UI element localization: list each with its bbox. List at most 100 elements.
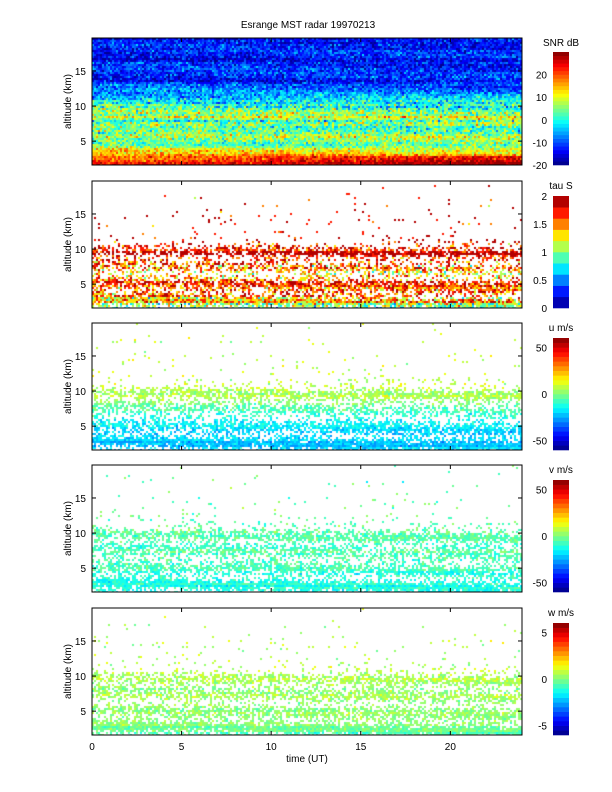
colorbar-segment <box>553 218 569 230</box>
colorbar-tick-label: 0.5 <box>533 276 547 287</box>
colorbar-u: u m/s -50 0 50 <box>533 323 573 451</box>
colorbar-segment <box>553 108 569 113</box>
colorbar-segment <box>553 679 569 684</box>
x-tick-label: 0 <box>89 742 95 753</box>
colorbar-tick-label: 0 <box>541 675 547 686</box>
colorbar-segment <box>553 637 569 642</box>
heatmap-v <box>92 465 522 592</box>
colorbar-segment <box>553 693 569 698</box>
colorbar-label: u m/s <box>549 323 573 334</box>
colorbar-segment <box>553 573 569 579</box>
axes-frame <box>91 180 523 309</box>
colorbar-segment <box>553 641 569 647</box>
colorbar-segment <box>553 127 569 132</box>
colorbar-segment <box>553 445 569 451</box>
colorbar-segment <box>553 517 569 523</box>
colorbar-segment <box>553 436 569 441</box>
colorbar-tick-label: -50 <box>533 437 548 448</box>
colorbar-tick-label: 2 <box>541 192 547 203</box>
colorbar-segment <box>553 104 569 109</box>
colorbar-segment <box>553 67 569 72</box>
colorbar-segment <box>553 578 569 583</box>
colorbar-segment <box>553 112 569 117</box>
colorbar-segment <box>553 545 569 551</box>
y-tick-label: 5 <box>80 422 86 433</box>
colorbar-segment <box>553 352 569 357</box>
colorbar-segment <box>553 74 569 79</box>
colorbar-segment <box>553 531 569 537</box>
colorbar-segment <box>553 536 569 541</box>
y-tick-label: 10 <box>75 387 87 398</box>
colorbar-segment <box>553 342 569 348</box>
y-tick-label: 5 <box>80 564 86 575</box>
colorbar-segment <box>553 494 569 499</box>
colorbar-segment <box>553 55 569 60</box>
colorbar-segment <box>553 540 569 546</box>
colorbar-segment <box>553 632 569 638</box>
colorbar-segment <box>553 116 569 121</box>
axes-frame <box>91 37 523 166</box>
colorbar-segment <box>553 422 569 427</box>
colorbar-segment <box>553 716 569 722</box>
heatmap-snr <box>92 38 522 165</box>
colorbar-tick-label: -10 <box>533 138 548 149</box>
colorbar-tick-label: 10 <box>536 93 548 104</box>
colorbar-tick-label: 50 <box>536 485 548 496</box>
colorbar-tick-label: 50 <box>536 343 548 354</box>
colorbar-segment <box>553 564 569 569</box>
colorbar-segment <box>553 146 569 151</box>
colorbar-tick-label: 0 <box>541 304 547 315</box>
colorbar-segment <box>553 196 569 208</box>
colorbar-segment <box>553 134 569 139</box>
colorbar-segment <box>553 370 569 376</box>
y-tick-label: 15 <box>75 494 87 505</box>
colorbar-segment <box>553 229 569 242</box>
colorbar-segment <box>553 697 569 703</box>
colorbar-segment <box>553 85 569 90</box>
x-tick-label: 20 <box>445 742 457 753</box>
colorbar-segment <box>553 408 569 413</box>
colorbar-segment <box>553 646 569 652</box>
colorbar-segment <box>553 296 569 309</box>
x-tick-label: 15 <box>355 742 367 753</box>
colorbar-segment <box>553 403 569 409</box>
chart-title: Esrange MST radar 19970213 <box>241 20 376 31</box>
colorbar-segment <box>553 338 569 343</box>
y-tick-label: 15 <box>75 637 87 648</box>
colorbar-segment <box>553 412 569 418</box>
colorbar-segment <box>553 240 569 253</box>
colorbar-segment <box>553 417 569 423</box>
y-tick-label: 10 <box>75 102 87 113</box>
colorbar-snr: SNR dB -20 -10 0 10 20 <box>533 38 580 172</box>
colorbar-segment <box>553 157 569 162</box>
colorbar-tick-label: 0 <box>541 390 547 401</box>
colorbar-segment <box>553 52 569 57</box>
colorbar-segment <box>553 389 569 395</box>
colorbar-segment <box>553 721 569 726</box>
heatmap-u <box>92 323 522 450</box>
colorbar-segment <box>553 263 569 275</box>
colorbar-segment <box>553 361 569 367</box>
colorbar-tick-label: 5 <box>541 628 547 639</box>
colorbar-tick-label: 0 <box>541 116 547 127</box>
axes-frame <box>91 464 523 593</box>
y-tick-label: 15 <box>75 67 87 78</box>
colorbar-tick-label: -5 <box>538 722 547 733</box>
x-tick-label: 5 <box>179 742 185 753</box>
colorbar-segment <box>553 660 569 666</box>
colorbar-segment <box>553 153 569 158</box>
colorbar-segment <box>553 550 569 555</box>
colorbar-segment <box>553 655 569 661</box>
colorbar-w: w m/s -5 0 5 <box>538 608 574 736</box>
colorbar-label: v m/s <box>549 465 573 476</box>
colorbar-segment <box>553 285 569 298</box>
colorbar-segment <box>553 131 569 136</box>
colorbar-label: SNR dB <box>543 38 579 49</box>
colorbar-segment <box>553 252 569 264</box>
colorbar-segment <box>553 522 569 527</box>
colorbar-segment <box>553 489 569 495</box>
y-axis-label: altitude (km) <box>63 74 74 129</box>
colorbar-segment <box>553 674 569 680</box>
